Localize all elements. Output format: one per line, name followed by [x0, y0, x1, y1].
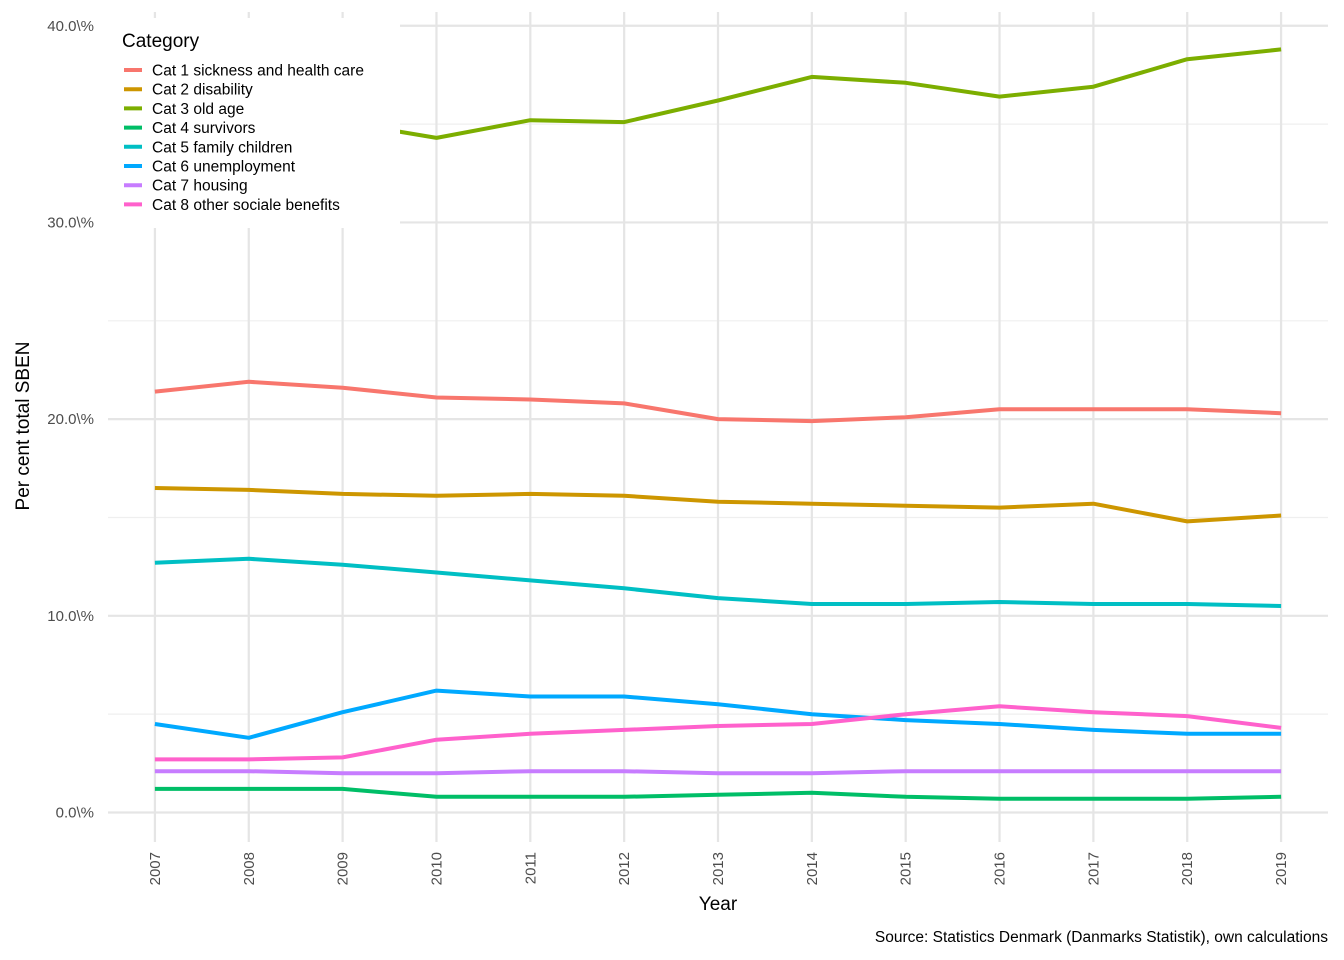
legend-label: Cat 4 survivors: [152, 120, 256, 137]
y-tick-label: 40.0\%: [47, 18, 94, 35]
series-line-cat-7-housing: [154, 769, 1282, 776]
series-line-cat-2-disability: [154, 486, 1282, 524]
y-tick-label: 20.0\%: [47, 411, 94, 428]
x-tick-label: 2007: [147, 852, 164, 885]
y-axis-tick-labels: 0.0\% 10.0\% 20.0\% 30.0\% 40.0\%: [47, 18, 94, 822]
legend-label: Cat 7 housing: [152, 178, 248, 195]
y-tick-label: 10.0\%: [47, 608, 94, 625]
legend-label: Cat 5 family children: [152, 139, 292, 156]
y-tick-label: 0.0\%: [56, 804, 94, 821]
series-line-cat-8-other-sociale-benefits: [154, 704, 1282, 762]
x-tick-label: 2013: [710, 852, 727, 885]
series-line-cat-1-sickness-and-health-care: [154, 379, 1282, 424]
legend-label: Cat 3 old age: [152, 101, 244, 118]
x-axis-title: Year: [699, 894, 738, 915]
legend-items: Cat 1 sickness and health care Cat 2 disa…: [124, 63, 364, 214]
x-tick-label: 2016: [992, 852, 1009, 885]
x-tick-label: 2012: [616, 852, 633, 885]
y-tick-label: 30.0\%: [47, 214, 94, 231]
legend-label: Cat 1 sickness and health care: [152, 63, 364, 80]
series-line-cat-4-survivors: [154, 786, 1282, 801]
legend-label: Cat 6 unemployment: [152, 159, 296, 176]
x-tick-label: 2011: [522, 852, 539, 884]
legend-label: Cat 2 disability: [152, 82, 253, 99]
x-tick-label: 2017: [1085, 852, 1102, 885]
x-tick-label: 2009: [335, 852, 352, 885]
legend: Category Cat 1 sickness and health careC…: [108, 18, 400, 228]
x-tick-label: 2019: [1273, 852, 1290, 885]
series-line-cat-6-unemployment: [154, 688, 1282, 740]
x-tick-label: 2014: [804, 852, 821, 885]
legend-label: Cat 8 other sociale benefits: [152, 197, 340, 214]
x-tick-label: 2015: [898, 852, 915, 885]
source-caption: Source: Statistics Denmark (Danmarks Sta…: [875, 929, 1328, 946]
x-tick-label: 2008: [241, 852, 258, 885]
legend-background: [108, 18, 400, 228]
series-line-cat-5-family-children: [154, 556, 1282, 608]
x-tick-label: 2018: [1179, 852, 1196, 885]
x-axis-tick-labels: 2007 2008 2009 2010 2011 2012 2013 2014 2015 2016…: [147, 852, 1290, 885]
y-axis-title: Per cent total SBEN: [13, 342, 34, 511]
legend-title: Category: [122, 31, 200, 52]
x-tick-label: 2010: [428, 852, 445, 885]
